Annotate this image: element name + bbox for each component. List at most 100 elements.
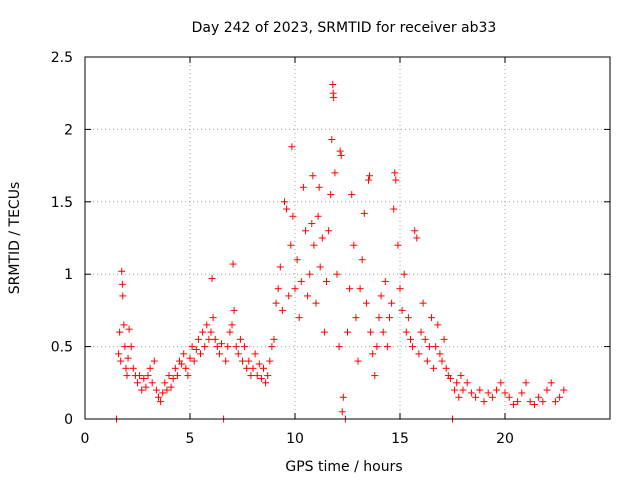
data-point	[264, 372, 272, 380]
data-point	[308, 220, 316, 228]
data-point	[518, 389, 526, 397]
data-point	[425, 343, 433, 351]
data-point	[192, 345, 200, 353]
data-point	[243, 364, 251, 372]
data-point	[262, 379, 270, 387]
data-point	[526, 398, 534, 406]
data-point	[306, 270, 314, 278]
data-point	[309, 172, 317, 180]
data-point	[152, 386, 160, 394]
data-point	[375, 314, 383, 322]
data-point	[329, 81, 337, 89]
data-point	[291, 285, 299, 293]
data-point	[247, 372, 255, 380]
data-point	[199, 328, 207, 336]
data-point	[381, 277, 389, 285]
data-point	[339, 393, 347, 401]
data-point	[509, 401, 517, 409]
data-point	[155, 393, 162, 401]
data-point	[171, 364, 179, 372]
data-point	[297, 277, 305, 285]
data-point	[140, 374, 148, 382]
data-point	[119, 292, 127, 300]
data-point	[314, 212, 322, 220]
data-point	[362, 299, 370, 307]
data-point	[257, 374, 265, 382]
data-point	[207, 328, 215, 336]
data-point	[234, 350, 242, 358]
data-point	[366, 172, 374, 180]
data-point	[398, 306, 406, 314]
data-point	[260, 364, 267, 372]
data-point	[146, 364, 154, 372]
data-point	[241, 343, 249, 351]
data-point	[551, 398, 559, 406]
data-point	[312, 299, 320, 307]
data-point	[436, 350, 444, 358]
data-point	[365, 176, 372, 184]
data-point	[386, 314, 393, 322]
data-point	[276, 263, 284, 271]
data-point	[315, 183, 323, 191]
data-point	[272, 299, 280, 307]
data-point	[556, 393, 564, 401]
data-point	[328, 136, 336, 144]
axis-ticks	[84, 56, 610, 420]
data-point	[453, 379, 461, 387]
data-point	[190, 357, 198, 365]
data-point	[211, 335, 219, 343]
data-point	[413, 234, 421, 242]
data-point	[333, 270, 341, 278]
data-point	[404, 314, 412, 322]
data-point	[283, 205, 291, 213]
data-point	[205, 335, 213, 343]
data-point	[251, 350, 259, 358]
data-point	[379, 328, 387, 336]
data-point	[356, 285, 364, 293]
data-point	[392, 176, 400, 184]
data-point	[358, 256, 366, 264]
data-point	[493, 386, 501, 394]
x-axis-label: GPS time / hours	[285, 459, 402, 475]
data-point	[560, 386, 568, 394]
data-point	[459, 386, 467, 394]
data-point	[255, 360, 263, 368]
data-point	[446, 374, 454, 382]
data-point	[348, 191, 356, 199]
data-point	[208, 275, 216, 283]
data-point	[514, 398, 522, 406]
data-point	[215, 350, 223, 358]
data-point	[488, 393, 496, 401]
data-point	[304, 292, 312, 300]
chart-title: Day 242 of 2023, SRMTID for receiver ab3…	[192, 20, 497, 36]
data-point	[390, 205, 398, 213]
plot-frame	[84, 56, 611, 420]
data-point	[118, 267, 126, 275]
y-tick-label: 0	[64, 412, 73, 428]
data-point	[299, 183, 307, 191]
data-point	[194, 335, 202, 343]
data-point	[180, 350, 188, 358]
data-point	[295, 314, 303, 322]
data-point	[161, 379, 169, 387]
data-point	[394, 241, 402, 249]
data-point	[129, 364, 137, 372]
data-point	[186, 354, 194, 362]
data-point	[245, 357, 253, 365]
data-point	[229, 260, 237, 268]
data-point	[236, 335, 244, 343]
data-point	[352, 314, 360, 322]
y-tick-label: 2.5	[51, 50, 73, 66]
data-point	[472, 393, 480, 401]
data-point	[136, 372, 144, 380]
data-point	[201, 343, 209, 351]
data-point	[213, 343, 221, 351]
data-point	[409, 343, 417, 351]
data-point	[421, 335, 429, 343]
data-point	[167, 383, 175, 391]
data-point	[182, 364, 190, 372]
data-point	[419, 299, 427, 307]
data-point	[539, 398, 547, 406]
data-point	[159, 389, 167, 397]
data-point	[323, 277, 330, 285]
